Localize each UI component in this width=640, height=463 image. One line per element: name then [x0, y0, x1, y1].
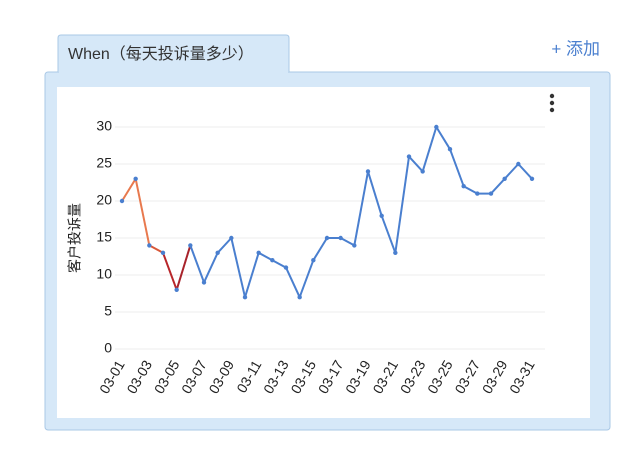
line-segment — [340, 237, 355, 247]
point — [160, 250, 166, 255]
line-segment — [244, 252, 260, 298]
tab-label[interactable]: When（每天投诉量多少） — [68, 45, 254, 63]
line-segment — [408, 155, 424, 173]
tab-join — [59, 70, 288, 74]
line-segment — [271, 259, 287, 269]
point — [529, 176, 535, 181]
y-tick-label: 5 — [104, 303, 112, 319]
point — [379, 213, 384, 218]
y-tick-label: 20 — [96, 192, 112, 208]
point — [461, 184, 466, 189]
add-button[interactable]: + 添加 — [551, 39, 600, 58]
point — [201, 280, 207, 285]
line-segment — [298, 259, 315, 298]
point — [283, 265, 289, 270]
point — [270, 258, 275, 263]
line-segment — [421, 126, 438, 172]
point — [516, 161, 521, 167]
point — [174, 287, 179, 292]
menu-dot[interactable] — [549, 107, 555, 113]
line-segment — [230, 237, 246, 298]
point — [324, 235, 330, 241]
point — [488, 191, 494, 196]
menu[interactable] — [549, 93, 555, 113]
line-segment — [134, 178, 151, 246]
line-segment — [203, 252, 219, 283]
y-tick-label: 25 — [96, 155, 112, 171]
y-tick-label: 0 — [104, 340, 112, 356]
point — [133, 176, 138, 181]
line-segment — [517, 163, 533, 180]
line-segment — [367, 171, 383, 217]
point — [393, 250, 398, 255]
line-segment — [258, 251, 273, 262]
line-segment — [503, 163, 520, 180]
point — [502, 176, 507, 181]
tab[interactable] — [57, 34, 290, 72]
line-segment — [312, 237, 328, 261]
line-segment — [449, 148, 465, 187]
point — [365, 169, 371, 174]
y-tick-label: 10 — [96, 266, 112, 282]
point — [119, 198, 125, 204]
point — [434, 124, 439, 130]
y-tick-label: 15 — [96, 229, 112, 245]
menu-dot[interactable] — [549, 93, 555, 99]
line-segment — [490, 178, 506, 195]
line-segment — [394, 156, 410, 253]
point — [188, 243, 193, 248]
point — [215, 250, 220, 255]
point — [242, 295, 248, 300]
point — [229, 235, 234, 241]
line-segment — [189, 245, 205, 283]
chart-card — [57, 87, 590, 418]
line-segment — [463, 185, 478, 195]
line-segment — [353, 171, 369, 246]
line-segment — [285, 267, 301, 298]
line-segment — [216, 237, 233, 254]
line-segment — [175, 245, 192, 291]
point — [475, 191, 480, 196]
y-axis-label: 客户投诉量 — [67, 203, 83, 273]
point — [447, 147, 453, 152]
y-tick-label: 30 — [96, 118, 112, 134]
line-segment — [162, 252, 178, 291]
point — [420, 169, 425, 174]
line-segment — [121, 178, 137, 202]
point — [256, 250, 261, 255]
point — [147, 243, 152, 248]
point — [297, 295, 302, 300]
line-segment — [148, 244, 164, 254]
point — [311, 258, 316, 263]
point — [338, 235, 343, 241]
point — [406, 154, 412, 159]
line-segment — [380, 215, 397, 254]
point — [352, 243, 357, 248]
menu-dot[interactable] — [549, 100, 555, 106]
line-segment — [435, 126, 451, 150]
